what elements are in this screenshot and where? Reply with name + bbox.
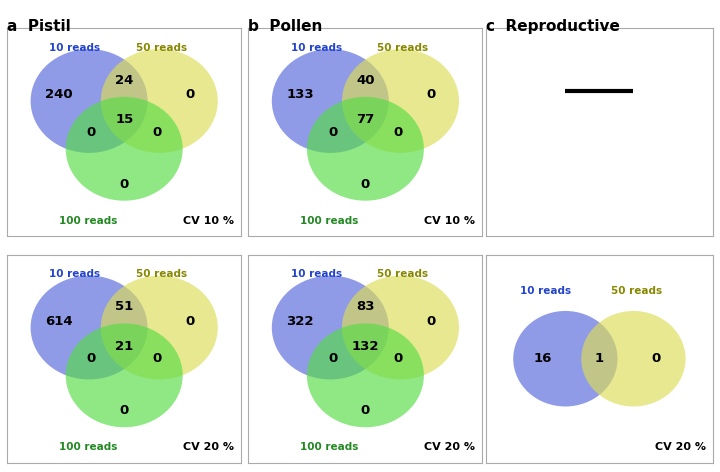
Text: 0: 0 <box>652 352 661 365</box>
Circle shape <box>581 311 685 406</box>
Text: 10 reads: 10 reads <box>50 270 101 279</box>
Text: 50 reads: 50 reads <box>377 43 428 53</box>
Text: 50 reads: 50 reads <box>611 286 662 296</box>
Text: CV 20 %: CV 20 % <box>655 442 706 452</box>
Circle shape <box>31 49 148 153</box>
Text: 10 reads: 10 reads <box>290 270 342 279</box>
Text: CV 20 %: CV 20 % <box>183 442 234 452</box>
Text: 10 reads: 10 reads <box>290 43 342 53</box>
Text: 1: 1 <box>595 352 604 365</box>
Circle shape <box>307 323 424 427</box>
Text: 0: 0 <box>120 177 129 191</box>
Text: 100 reads: 100 reads <box>300 216 359 226</box>
Circle shape <box>342 49 459 153</box>
Text: 100 reads: 100 reads <box>59 442 117 452</box>
Text: 322: 322 <box>286 315 314 328</box>
Text: 100 reads: 100 reads <box>59 216 117 226</box>
Text: 100 reads: 100 reads <box>300 442 359 452</box>
Circle shape <box>66 323 183 427</box>
Text: c  Reproductive: c Reproductive <box>486 19 620 34</box>
Text: 0: 0 <box>185 315 194 328</box>
Text: 240: 240 <box>45 88 73 101</box>
Text: 10 reads: 10 reads <box>50 43 101 53</box>
Text: 77: 77 <box>356 113 374 126</box>
Text: b  Pollen: b Pollen <box>248 19 323 34</box>
Text: 0: 0 <box>426 315 436 328</box>
Text: 40: 40 <box>356 74 374 87</box>
Circle shape <box>307 97 424 201</box>
Text: 0: 0 <box>328 126 337 139</box>
Text: 0: 0 <box>361 177 370 191</box>
Text: 0: 0 <box>328 352 337 365</box>
Text: 10 reads: 10 reads <box>520 286 571 296</box>
Text: 0: 0 <box>361 404 370 417</box>
Text: 21: 21 <box>115 340 133 353</box>
Text: 50 reads: 50 reads <box>377 270 428 279</box>
Text: CV 10 %: CV 10 % <box>183 216 234 226</box>
Text: 0: 0 <box>185 88 194 101</box>
Text: 83: 83 <box>356 300 374 313</box>
Text: 24: 24 <box>115 74 133 87</box>
Circle shape <box>31 276 148 379</box>
Text: 50 reads: 50 reads <box>136 270 187 279</box>
Text: 133: 133 <box>286 88 314 101</box>
Circle shape <box>66 97 183 201</box>
Text: a  Pistil: a Pistil <box>7 19 71 34</box>
Text: 0: 0 <box>153 126 161 139</box>
Circle shape <box>513 311 618 406</box>
Circle shape <box>342 276 459 379</box>
Text: 132: 132 <box>351 340 379 353</box>
Text: 614: 614 <box>45 315 73 328</box>
Text: 0: 0 <box>394 352 402 365</box>
Text: 50 reads: 50 reads <box>136 43 187 53</box>
Circle shape <box>271 49 389 153</box>
Text: CV 20 %: CV 20 % <box>424 442 475 452</box>
Circle shape <box>101 276 218 379</box>
Text: CV 10 %: CV 10 % <box>424 216 475 226</box>
Text: 51: 51 <box>115 300 133 313</box>
Text: 0: 0 <box>153 352 161 365</box>
Text: 0: 0 <box>426 88 436 101</box>
Text: 15: 15 <box>115 113 133 126</box>
Text: 0: 0 <box>120 404 129 417</box>
Text: 0: 0 <box>87 352 96 365</box>
Text: 16: 16 <box>534 352 552 365</box>
Circle shape <box>101 49 218 153</box>
Text: 0: 0 <box>87 126 96 139</box>
Circle shape <box>271 276 389 379</box>
Text: 0: 0 <box>394 126 402 139</box>
